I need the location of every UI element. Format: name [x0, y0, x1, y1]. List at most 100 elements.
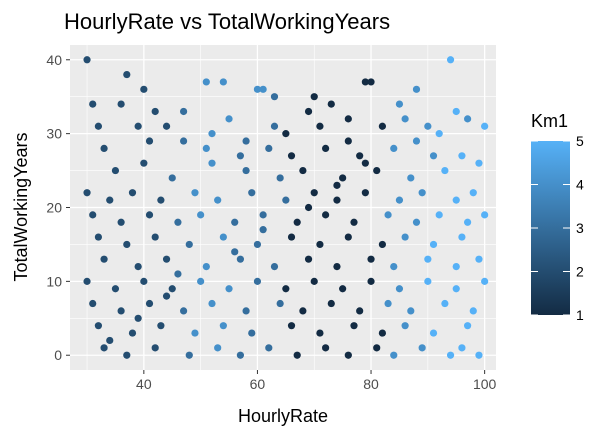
- data-point: [418, 189, 426, 197]
- data-point: [316, 329, 324, 337]
- data-point: [373, 166, 381, 175]
- x-tick-label: 80: [363, 376, 379, 392]
- data-point: [395, 196, 404, 204]
- data-point: [452, 285, 460, 293]
- data-point: [287, 322, 296, 330]
- data-point: [475, 255, 483, 263]
- data-point: [270, 262, 279, 271]
- data-point: [140, 85, 148, 93]
- data-point: [452, 262, 460, 271]
- data-point: [265, 344, 273, 352]
- data-point: [395, 100, 404, 108]
- data-point: [270, 93, 279, 101]
- data-point: [378, 329, 386, 337]
- data-point: [134, 262, 142, 271]
- data-point: [174, 218, 182, 226]
- data-point: [378, 240, 386, 249]
- data-point: [424, 122, 432, 130]
- data-point: [458, 233, 466, 241]
- data-point: [418, 344, 426, 352]
- data-point: [134, 122, 142, 130]
- x-tick-label: 40: [136, 376, 152, 392]
- x-axis-ticks: 40 60 80 100: [136, 370, 497, 392]
- legend-ticks: 1 2 3 4 5: [531, 133, 584, 323]
- data-point: [304, 203, 313, 212]
- data-point: [464, 322, 472, 330]
- data-point: [293, 218, 301, 226]
- y-tick-label: 10: [46, 273, 62, 289]
- data-point: [344, 137, 352, 145]
- data-point: [322, 211, 330, 219]
- data-point: [322, 344, 330, 352]
- data-point: [452, 107, 460, 116]
- data-point: [180, 107, 188, 116]
- data-point: [424, 255, 432, 263]
- data-point: [208, 130, 216, 138]
- data-point: [89, 211, 97, 219]
- data-point: [481, 211, 489, 219]
- data-point: [412, 85, 421, 93]
- data-point: [123, 70, 131, 79]
- data-point: [151, 233, 159, 241]
- data-point: [361, 159, 369, 167]
- data-point: [94, 322, 102, 330]
- data-point: [316, 240, 324, 249]
- data-point: [202, 144, 210, 153]
- data-point: [384, 211, 392, 219]
- data-point: [128, 189, 137, 197]
- data-point: [225, 285, 233, 293]
- data-point: [145, 211, 154, 219]
- data-point: [293, 351, 301, 359]
- legend-label: 2: [576, 264, 584, 280]
- data-point: [412, 218, 421, 226]
- data-point: [276, 174, 284, 182]
- data-point: [208, 299, 216, 308]
- data-point: [248, 329, 256, 337]
- data-point: [100, 255, 108, 263]
- x-tick-label: 100: [473, 376, 497, 392]
- data-points: [83, 56, 489, 359]
- data-point: [117, 100, 125, 108]
- data-point: [458, 152, 466, 160]
- legend-label: 1: [576, 307, 584, 323]
- y-tick-label: 0: [54, 347, 62, 363]
- data-point: [242, 137, 250, 145]
- data-point: [219, 322, 227, 330]
- data-point: [162, 292, 171, 300]
- data-point: [356, 307, 364, 315]
- data-point: [361, 78, 369, 86]
- data-point: [464, 115, 472, 123]
- data-point: [333, 196, 341, 204]
- data-point: [208, 159, 216, 167]
- data-point: [214, 196, 222, 204]
- data-point: [180, 137, 188, 145]
- data-point: [185, 240, 193, 249]
- data-point: [191, 329, 199, 337]
- data-point: [401, 115, 409, 123]
- data-point: [429, 240, 438, 249]
- data-point: [248, 189, 256, 197]
- data-point: [458, 344, 466, 352]
- y-axis-ticks: 0 10 20 30 40: [46, 52, 70, 363]
- data-point: [123, 351, 131, 359]
- data-point: [157, 196, 165, 204]
- data-point: [327, 299, 335, 308]
- data-point: [134, 314, 142, 322]
- data-point: [202, 262, 210, 271]
- legend-label: 4: [576, 177, 584, 193]
- data-point: [128, 329, 137, 337]
- legend-title: Km1: [531, 111, 568, 131]
- data-point: [356, 152, 364, 160]
- data-point: [214, 344, 222, 352]
- data-point: [270, 122, 279, 130]
- data-point: [350, 218, 358, 226]
- data-point: [429, 152, 438, 160]
- data-point: [299, 166, 307, 175]
- data-point: [310, 93, 318, 101]
- data-point: [89, 100, 97, 108]
- y-axis-title: TotalWorkingYears: [11, 132, 31, 281]
- data-point: [412, 137, 421, 145]
- data-point: [236, 152, 244, 160]
- data-point: [350, 322, 358, 330]
